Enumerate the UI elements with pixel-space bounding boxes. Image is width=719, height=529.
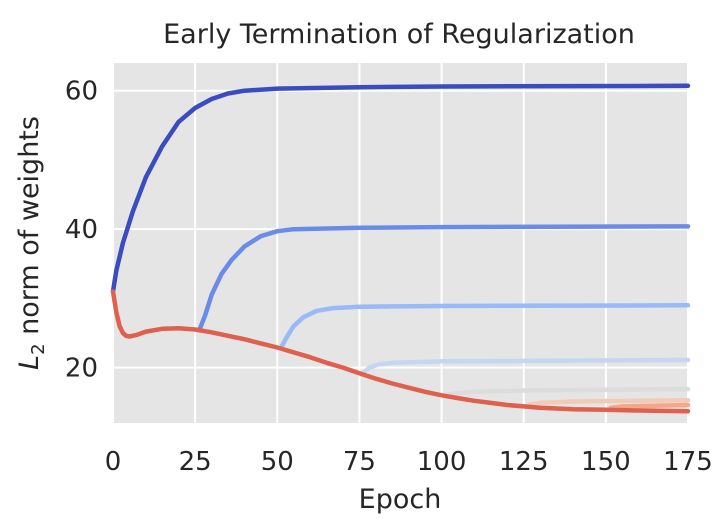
series-line-2 [279,303,691,348]
series-line-5 [526,397,691,408]
y-tick-labels: 20 40 60 [65,77,98,384]
x-tick-label-2: 50 [261,447,294,477]
y-axis-label-main: L [14,355,45,370]
plot-area [113,63,688,423]
series-line-0 [110,83,691,294]
series-line-7 [110,289,691,414]
x-tick-label-7: 175 [663,447,713,477]
x-axis-label: Epoch [359,484,442,515]
series-layer [110,83,691,414]
series-line-4 [444,386,691,397]
grid-lines [112,63,689,423]
y-tick-label-1: 40 [65,215,98,245]
x-tick-label-3: 75 [343,447,376,477]
y-axis-label-rest: norm of weights [14,116,45,343]
x-tick-label-0: 0 [105,447,122,477]
y-tick-label-0: 20 [65,354,98,384]
y-tick-label-2: 60 [65,77,98,107]
x-tick-label-1: 25 [179,447,212,477]
x-tick-labels: 0 25 50 75 100 125 150 175 [105,447,713,477]
series-line-3 [362,357,691,375]
x-tick-label-5: 125 [499,447,549,477]
y-axis-label: L2 norm of weights [14,116,49,370]
chart-title: Early Termination of Regularization [163,19,635,50]
series-line-1 [197,224,691,331]
x-tick-label-4: 100 [417,447,467,477]
x-tick-label-6: 150 [581,447,631,477]
y-axis-label-sub: 2 [28,343,49,354]
series-line-6 [608,402,691,411]
